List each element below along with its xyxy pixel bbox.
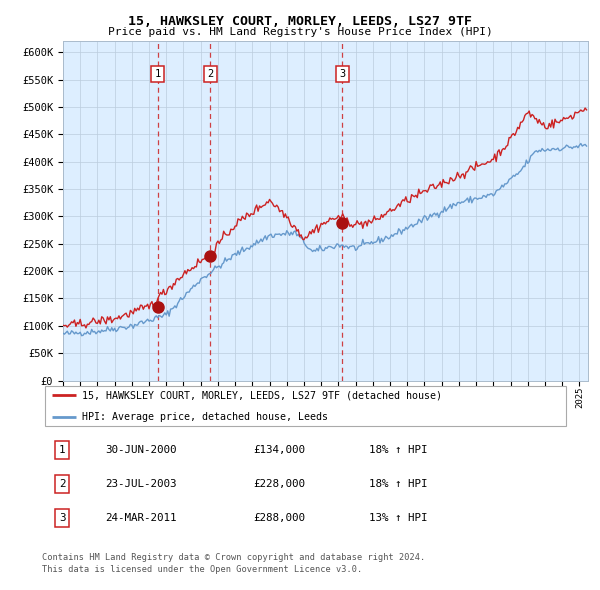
- Text: 23-JUL-2003: 23-JUL-2003: [106, 479, 177, 489]
- Text: 15, HAWKSLEY COURT, MORLEY, LEEDS, LS27 9TF (detached house): 15, HAWKSLEY COURT, MORLEY, LEEDS, LS27 …: [82, 391, 442, 401]
- Text: 2: 2: [59, 479, 65, 489]
- Text: £288,000: £288,000: [253, 513, 305, 523]
- Text: 18% ↑ HPI: 18% ↑ HPI: [370, 479, 428, 489]
- Text: Contains HM Land Registry data © Crown copyright and database right 2024.: Contains HM Land Registry data © Crown c…: [42, 553, 425, 562]
- Text: 1: 1: [59, 445, 65, 455]
- Text: 2: 2: [207, 69, 214, 79]
- Text: HPI: Average price, detached house, Leeds: HPI: Average price, detached house, Leed…: [82, 412, 328, 422]
- Text: 13% ↑ HPI: 13% ↑ HPI: [370, 513, 428, 523]
- Text: 3: 3: [59, 513, 65, 523]
- Text: 1: 1: [155, 69, 161, 79]
- Text: 30-JUN-2000: 30-JUN-2000: [106, 445, 177, 455]
- Text: £134,000: £134,000: [253, 445, 305, 455]
- Text: 3: 3: [339, 69, 346, 79]
- Text: This data is licensed under the Open Government Licence v3.0.: This data is licensed under the Open Gov…: [42, 565, 362, 574]
- Text: Price paid vs. HM Land Registry's House Price Index (HPI): Price paid vs. HM Land Registry's House …: [107, 27, 493, 37]
- Text: £228,000: £228,000: [253, 479, 305, 489]
- Text: 24-MAR-2011: 24-MAR-2011: [106, 513, 177, 523]
- Text: 15, HAWKSLEY COURT, MORLEY, LEEDS, LS27 9TF: 15, HAWKSLEY COURT, MORLEY, LEEDS, LS27 …: [128, 15, 472, 28]
- FancyBboxPatch shape: [44, 386, 566, 425]
- Text: 18% ↑ HPI: 18% ↑ HPI: [370, 445, 428, 455]
